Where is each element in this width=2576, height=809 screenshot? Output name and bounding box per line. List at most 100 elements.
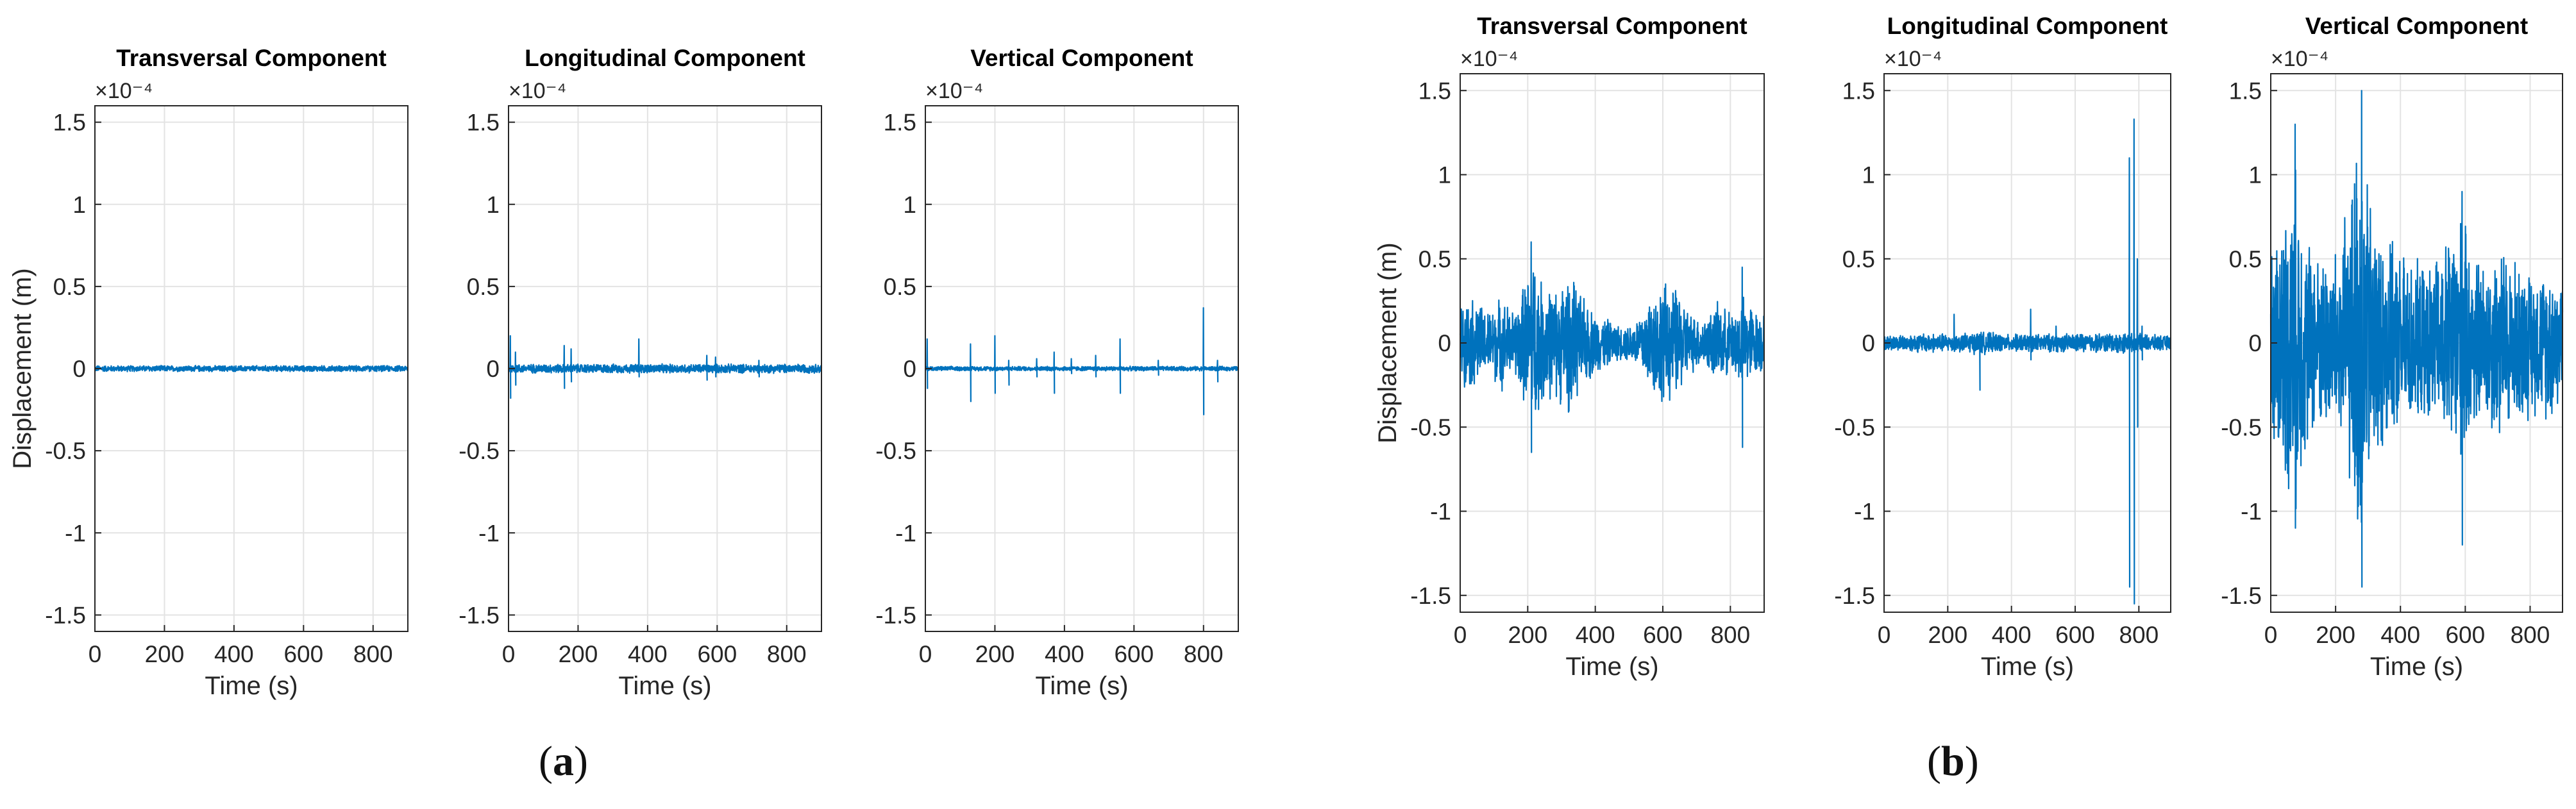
- chart-panel-b-1: 0 200 400 600 800 -1.5 -1 -0.5 0 0.5 1 1.5 ×10⁻⁴ Tran…: [1374, 13, 1765, 681]
- x-tick-label: 0: [1454, 622, 1467, 648]
- x-tick-label: 800: [767, 641, 807, 667]
- x-tick-label: 200: [2316, 622, 2355, 648]
- x-tick-label: 200: [975, 641, 1015, 667]
- x-axis-label: Time (s): [205, 672, 298, 700]
- y-tick-label: 0.5: [884, 274, 916, 300]
- y-exponent-label: ×10⁻⁴: [95, 79, 153, 103]
- chart-panel-a-3: 0 200 400 600 800 -1.5 -1 -0.5 0 0.5 1 1.5 ×10⁻⁴ Vert…: [875, 45, 1240, 700]
- x-tick-label: 600: [283, 641, 323, 667]
- chart-title: Vertical Component: [2305, 13, 2528, 39]
- x-tick-label: 400: [2380, 622, 2420, 648]
- y-tick-label: 1: [486, 192, 500, 218]
- x-axis-label: Time (s): [1981, 653, 2074, 681]
- y-tick-label: 1: [1438, 162, 1451, 188]
- y-tick-label: 1: [903, 192, 916, 218]
- x-axis-label: Time (s): [1035, 672, 1128, 700]
- x-tick-label: 0: [502, 641, 516, 667]
- y-tick-label: -0.5: [2221, 414, 2262, 440]
- series-line: [2269, 90, 2564, 588]
- caption-b: (b): [1927, 738, 1979, 785]
- y-tick-label: 0: [903, 356, 916, 382]
- y-tick-label: 0.5: [2229, 246, 2262, 272]
- y-tick-label: 0.5: [1842, 246, 1875, 272]
- y-exponent-label: ×10⁻⁴: [1460, 47, 1518, 71]
- x-tick-label: 800: [1184, 641, 1224, 667]
- x-tick-label: 400: [214, 641, 254, 667]
- y-tick-label: 1: [1862, 162, 1875, 188]
- x-axis-label: Time (s): [618, 672, 711, 700]
- y-exponent-label: ×10⁻⁴: [1884, 47, 1942, 71]
- chart-panel-a-1: 0 200 400 600 800 -1.5 -1 -0.5 0 0.5 1 1.5 ×10⁻⁴ Tran…: [8, 45, 409, 700]
- x-tick-label: 400: [1992, 622, 2032, 648]
- y-tick-label: -1: [2241, 499, 2262, 525]
- y-tick-label: 1.5: [467, 110, 500, 136]
- series-line: [1459, 241, 1765, 453]
- y-tick-label: 0: [72, 356, 86, 382]
- y-tick-label: -1.5: [45, 602, 86, 628]
- y-tick-label: 0.5: [467, 274, 500, 300]
- chart-panel-b-2: 0 200 400 600 800 -1.5 -1 -0.5 0 0.5 1 1.5 ×10⁻⁴ Long…: [1834, 13, 2172, 681]
- x-tick-label: 600: [697, 641, 737, 667]
- x-tick-label: 200: [1508, 622, 1547, 648]
- y-tick-label: -1: [478, 520, 500, 546]
- y-tick-label: -1.5: [459, 602, 500, 628]
- y-tick-label: 1.5: [1418, 78, 1451, 104]
- x-tick-label: 0: [88, 641, 102, 667]
- x-tick-label: 400: [628, 641, 668, 667]
- series-line: [507, 335, 823, 399]
- y-tick-label: 1: [72, 192, 86, 218]
- y-exponent-label: ×10⁻⁴: [509, 79, 566, 103]
- y-tick-label: -1: [895, 520, 916, 546]
- x-tick-label: 0: [1878, 622, 1891, 648]
- x-tick-label: 600: [2445, 622, 2485, 648]
- chart-title: Longitudinal Component: [1887, 13, 2168, 39]
- series-line: [94, 365, 409, 372]
- y-tick-label: 0: [1862, 330, 1875, 356]
- y-tick-label: -0.5: [1834, 414, 1875, 440]
- x-tick-label: 800: [1710, 622, 1750, 648]
- y-tick-label: -0.5: [1410, 414, 1451, 440]
- y-tick-label: 1: [2248, 162, 2262, 188]
- chart-panel-b-3: 0 200 400 600 800 -1.5 -1 -0.5 0 0.5 1 1.5 ×10⁻⁴ Vert…: [2221, 13, 2564, 681]
- x-tick-label: 200: [1928, 622, 1967, 648]
- y-tick-label: 1.5: [1842, 78, 1875, 104]
- y-tick-label: -1.5: [2221, 583, 2262, 609]
- y-tick-label: -1.5: [1410, 583, 1451, 609]
- y-tick-label: 1.5: [2229, 78, 2262, 104]
- y-tick-label: -1.5: [1834, 583, 1875, 609]
- y-tick-label: 0: [1438, 330, 1451, 356]
- y-tick-label: 0.5: [53, 274, 86, 300]
- chart-panel-a-2: 0 200 400 600 800 -1.5 -1 -0.5 0 0.5 1 1.5 ×10⁻⁴ Long…: [459, 45, 823, 700]
- y-tick-label: 0: [2248, 330, 2262, 356]
- chart-title: Longitudinal Component: [525, 45, 805, 71]
- chart-title: Transversal Component: [116, 45, 387, 71]
- y-tick-label: -1: [1854, 499, 1875, 525]
- series-line: [924, 307, 1240, 415]
- series-line: [1883, 118, 2172, 605]
- x-tick-label: 600: [1643, 622, 1683, 648]
- x-tick-label: 400: [1045, 641, 1084, 667]
- y-tick-label: 1.5: [53, 110, 86, 136]
- x-axis-label: Time (s): [1565, 653, 1658, 681]
- y-tick-label: -0.5: [459, 438, 500, 464]
- x-tick-label: 200: [145, 641, 185, 667]
- chart-title: Vertical Component: [970, 45, 1193, 71]
- y-exponent-label: ×10⁻⁴: [2271, 47, 2328, 71]
- x-tick-label: 800: [2511, 622, 2550, 648]
- y-tick-label: -0.5: [45, 438, 86, 464]
- chart-title: Transversal Component: [1477, 13, 1747, 39]
- y-axis-label: Displacement (m): [8, 268, 37, 469]
- x-tick-label: 800: [2119, 622, 2159, 648]
- y-axis-label: Displacement (m): [1374, 242, 1402, 443]
- y-exponent-label: ×10⁻⁴: [925, 79, 983, 103]
- x-tick-label: 800: [353, 641, 393, 667]
- x-tick-label: 0: [2264, 622, 2278, 648]
- y-tick-label: 1.5: [884, 110, 916, 136]
- y-tick-label: -1.5: [875, 602, 916, 628]
- caption-a: (a): [539, 738, 588, 785]
- x-tick-label: 600: [2055, 622, 2095, 648]
- y-tick-label: -0.5: [875, 438, 916, 464]
- y-tick-label: -1: [1430, 499, 1451, 525]
- y-tick-label: 0.5: [1418, 246, 1451, 272]
